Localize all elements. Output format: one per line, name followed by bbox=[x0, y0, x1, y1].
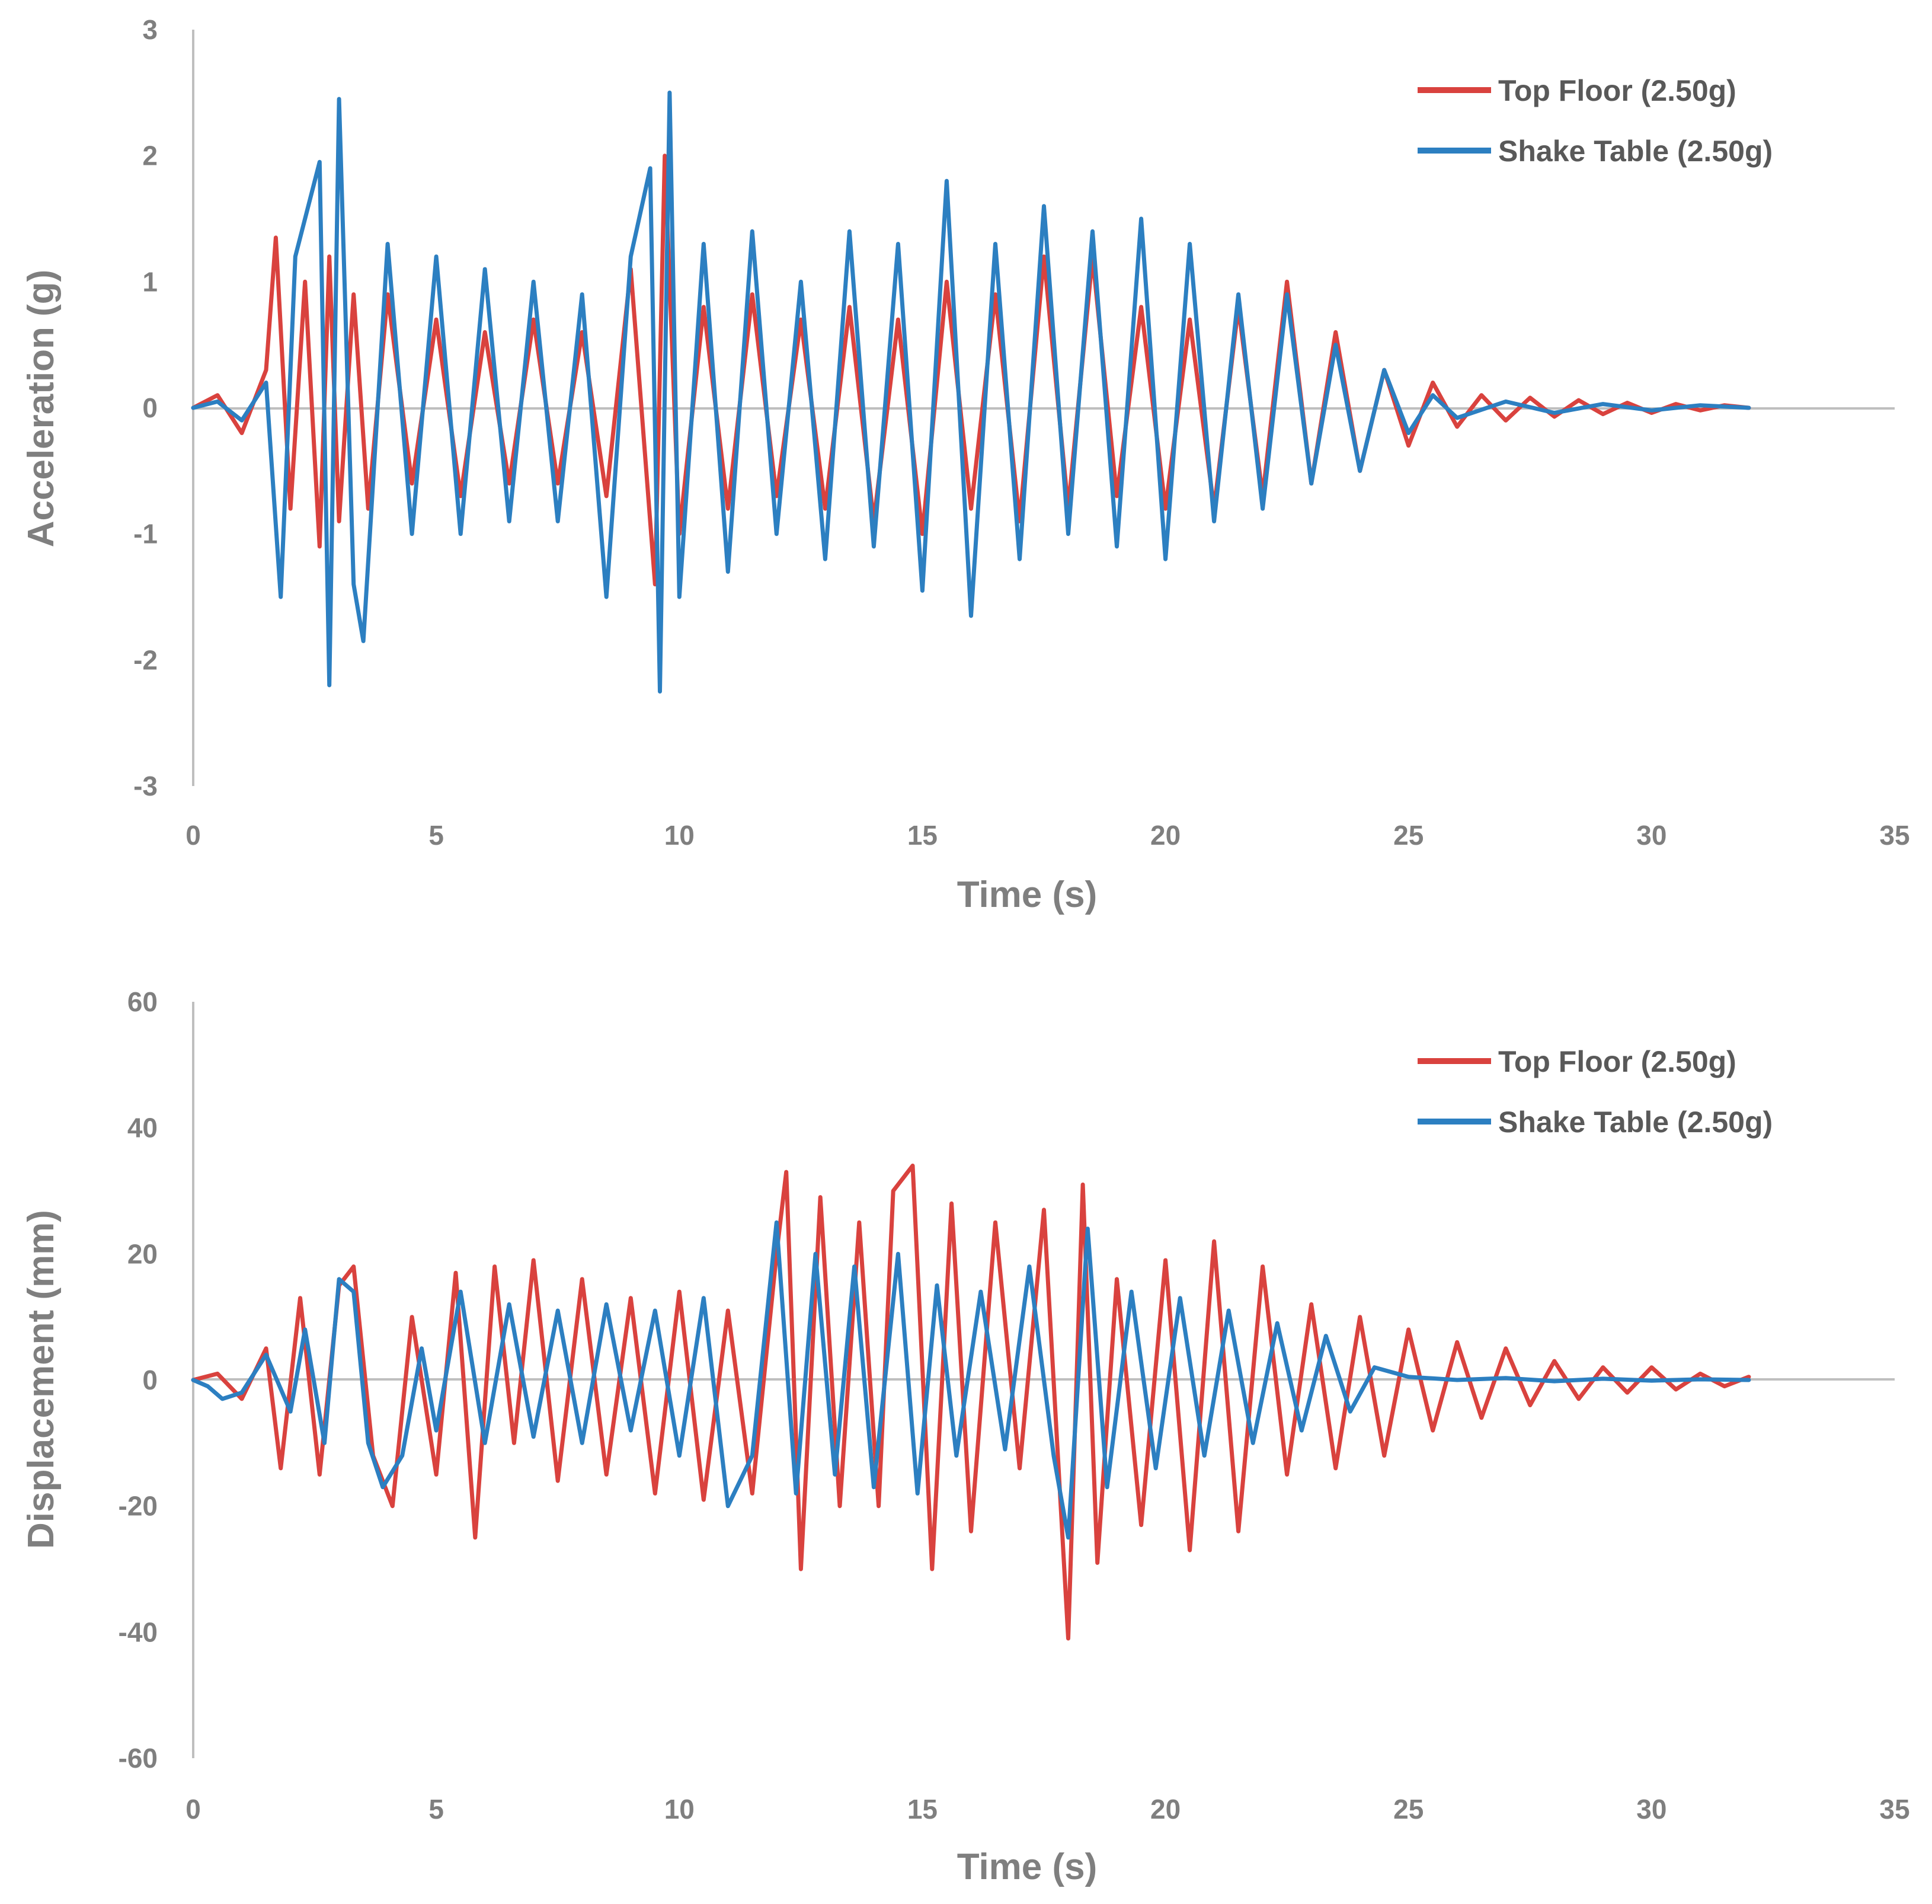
acceleration-y-tick-label: -2 bbox=[133, 644, 158, 675]
acceleration-x-axis-title: Time (s) bbox=[957, 874, 1098, 915]
displacement-y-tick-label: 40 bbox=[127, 1113, 158, 1143]
displacement-y-tick-label: -60 bbox=[119, 1743, 158, 1774]
displacement-x-tick-label: 20 bbox=[1150, 1794, 1181, 1825]
displacement-legend-label-top-floor: Top Floor (2.50g) bbox=[1498, 1045, 1736, 1078]
acceleration-x-tick-label: 15 bbox=[907, 820, 938, 851]
displacement-legend-label-shake-table: Shake Table (2.50g) bbox=[1498, 1106, 1773, 1139]
displacement-series-line-top-floor-2-50g bbox=[191, 1164, 1751, 1641]
displacement-x-tick-label: 5 bbox=[428, 1794, 444, 1825]
displacement-series bbox=[191, 1164, 1751, 1641]
acceleration-legend-label-shake-table: Shake Table (2.50g) bbox=[1498, 135, 1773, 168]
displacement-y-tick-label: 20 bbox=[127, 1238, 158, 1269]
displacement-x-tick-label: 10 bbox=[664, 1794, 695, 1825]
displacement-x-tick-label: 0 bbox=[185, 1794, 201, 1825]
acceleration-chart: -3 -2 -1 0 1 2 3 0 5 10 15 20 25 30 35 Time (s) Accel… bbox=[21, 14, 1910, 915]
acceleration-series-line-shake-table-2-50g bbox=[191, 90, 1751, 694]
acceleration-legend-label-top-floor: Top Floor (2.50g) bbox=[1498, 74, 1736, 107]
acceleration-series bbox=[191, 90, 1751, 694]
acceleration-x-tick-label: 20 bbox=[1150, 820, 1181, 851]
displacement-x-axis-title: Time (s) bbox=[957, 1847, 1098, 1887]
acceleration-y-axis-title: Acceleration (g) bbox=[21, 270, 62, 548]
acceleration-x-ticks: 0 5 10 15 20 25 30 35 bbox=[185, 820, 1909, 851]
displacement-series-line-shake-table-2-50g bbox=[191, 1220, 1751, 1540]
displacement-chart: -60 -40 -20 0 20 40 60 0 5 10 15 20 25 30 35 Time (s)… bbox=[21, 986, 1910, 1887]
acceleration-legend: Top Floor (2.50g) Shake Table (2.50g) bbox=[1418, 74, 1773, 168]
acceleration-y-tick-label: 1 bbox=[142, 266, 158, 297]
acceleration-y-tick-label: 0 bbox=[142, 392, 158, 423]
displacement-x-tick-label: 15 bbox=[907, 1794, 938, 1825]
displacement-x-ticks: 0 5 10 15 20 25 30 35 bbox=[185, 1794, 1909, 1825]
acceleration-y-tick-label: -1 bbox=[133, 519, 158, 550]
acceleration-x-tick-label: 5 bbox=[428, 820, 444, 851]
acceleration-y-tick-label: 3 bbox=[142, 14, 158, 45]
displacement-x-tick-label: 25 bbox=[1393, 1794, 1424, 1825]
acceleration-y-tick-label: 2 bbox=[142, 140, 158, 171]
acceleration-x-tick-label: 35 bbox=[1879, 820, 1909, 851]
acceleration-y-ticks: -3 -2 -1 0 1 2 3 bbox=[133, 14, 158, 801]
displacement-x-tick-label: 35 bbox=[1879, 1794, 1909, 1825]
displacement-legend: Top Floor (2.50g) Shake Table (2.50g) bbox=[1418, 1045, 1773, 1139]
displacement-y-ticks: -60 -40 -20 0 20 40 60 bbox=[119, 986, 158, 1774]
acceleration-x-tick-label: 10 bbox=[664, 820, 695, 851]
acceleration-x-tick-label: 25 bbox=[1393, 820, 1424, 851]
displacement-y-axis-title: Displacement (mm) bbox=[21, 1210, 62, 1549]
displacement-y-tick-label: 60 bbox=[127, 986, 158, 1017]
acceleration-x-tick-label: 0 bbox=[185, 820, 201, 851]
displacement-x-tick-label: 30 bbox=[1636, 1794, 1666, 1825]
acceleration-y-tick-label: -3 bbox=[133, 771, 158, 801]
displacement-y-tick-label: -40 bbox=[119, 1617, 158, 1647]
displacement-y-tick-label: 0 bbox=[142, 1365, 158, 1395]
acceleration-x-tick-label: 30 bbox=[1636, 820, 1666, 851]
displacement-y-tick-label: -20 bbox=[119, 1491, 158, 1522]
